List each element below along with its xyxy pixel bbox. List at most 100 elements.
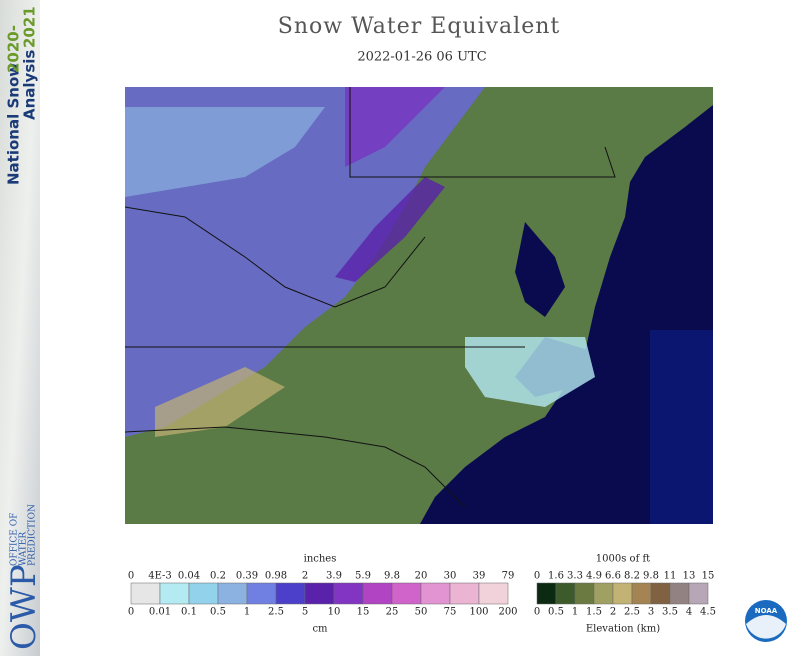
border	[125, 206, 426, 308]
legend-label: 0.5	[548, 607, 564, 618]
legend-label: 100	[469, 607, 488, 618]
sidebar-text: Analysis	[21, 50, 39, 120]
legend-swatch	[333, 582, 364, 605]
legend-swatch	[159, 582, 190, 605]
logo-text: NOAA	[755, 607, 778, 615]
legend-label: 10	[328, 607, 341, 618]
legend-label: 3	[648, 607, 654, 618]
legend-label: 0	[534, 607, 540, 618]
legend-label: 1	[572, 607, 578, 618]
legend-label: 4	[686, 607, 692, 618]
legend-swatch	[188, 582, 219, 605]
logo-text: OWP	[4, 564, 44, 650]
legend-unit: Elevation (km)	[586, 624, 660, 635]
legend-swatch	[612, 582, 633, 605]
legend-swatch	[391, 582, 422, 605]
legend-label: 0.01	[149, 607, 171, 618]
legend-swatch	[555, 582, 576, 605]
legend-label: 15	[357, 607, 370, 618]
snow-heavy	[335, 177, 445, 282]
legend-label: 0.04	[178, 571, 200, 582]
legend-label: 5.9	[355, 571, 371, 582]
legend-label: 3.5	[662, 607, 678, 618]
legend-label: 0.5	[210, 607, 226, 618]
title: Snow Water Equivalent	[278, 14, 560, 39]
legend-swatch	[574, 582, 595, 605]
legend-label: 2	[302, 571, 308, 582]
legend-label: 0.1	[181, 607, 197, 618]
legend-label: 4.9	[586, 571, 602, 582]
legend-label: 3.3	[567, 571, 583, 582]
sidebar-text: 2020-	[5, 25, 23, 73]
legend-label: 0.39	[236, 571, 258, 582]
legend-swatch	[304, 582, 335, 605]
legend-label: 39	[473, 571, 486, 582]
legend-label: 0.98	[265, 571, 287, 582]
legend-label: 200	[498, 607, 517, 618]
legend-swatch	[478, 582, 509, 605]
legend-label: 9.8	[384, 571, 400, 582]
sidebar-title: National Snow 2020- Analysis 2021	[5, 6, 39, 185]
borders	[125, 87, 616, 508]
legend-swatch	[688, 582, 709, 605]
snow	[125, 107, 325, 197]
org-text: PREDICTION	[28, 504, 38, 566]
legend-label: 4.5	[700, 607, 716, 618]
owp-logo: OWP OFFICE OF WATER PREDICTION	[4, 504, 44, 650]
legend-label: 0.2	[210, 571, 226, 582]
border	[349, 87, 616, 178]
legend-label: 3.9	[326, 571, 342, 582]
snow-legend: inches cm 0 4E-3 0.04 0.2 0.39 0.98 2 3.9 5.9 9.8…	[128, 554, 518, 635]
legend-label: 79	[502, 571, 515, 582]
map	[125, 87, 713, 524]
legend-swatch	[217, 582, 248, 605]
legend-swatch	[246, 582, 277, 605]
legend-label: 2	[610, 607, 616, 618]
legend-label: 1.6	[548, 571, 564, 582]
legend-label: 9.8	[643, 571, 659, 582]
legend-swatch	[631, 582, 652, 605]
legend-swatch	[130, 582, 161, 605]
legend-label: 0	[128, 607, 134, 618]
legend-label: 1.5	[586, 607, 602, 618]
legend-label: 0	[128, 571, 134, 582]
legend-label: 30	[444, 571, 457, 582]
terrain	[155, 367, 285, 437]
border	[125, 426, 466, 508]
sidebar-text: National Snow	[5, 63, 23, 185]
org-text: OFFICE OF	[10, 513, 20, 566]
legend-label: 11	[664, 571, 677, 582]
org-text: WATER	[19, 532, 29, 566]
legend-label: 20	[415, 571, 428, 582]
legend-swatch	[420, 582, 451, 605]
legend-swatch	[536, 582, 557, 605]
legend-swatch	[449, 582, 480, 605]
legend-swatch	[650, 582, 671, 605]
map-view	[125, 87, 713, 524]
legend-label: 6.6	[605, 571, 621, 582]
legend-label: 25	[386, 607, 399, 618]
legend-label: 13	[683, 571, 696, 582]
sidebar	[0, 0, 40, 656]
legend-unit: cm	[312, 624, 328, 635]
legend-label: 8.2	[624, 571, 640, 582]
noaa-logo: NOAA	[745, 600, 787, 642]
legend-label: 15	[702, 571, 715, 582]
legend-label: 4E-3	[148, 571, 172, 582]
legend-label: 1	[244, 607, 250, 618]
legend-label: 2.5	[624, 607, 640, 618]
snow-heavy	[345, 87, 445, 167]
legend-swatch	[669, 582, 690, 605]
legend-unit: inches	[304, 554, 337, 565]
elevation-legend: 1000s of ft Elevation (km) 0 1.6 3.3 4.9 6.6…	[534, 554, 716, 635]
legend-swatch	[593, 582, 614, 605]
legend-label: 0	[534, 571, 540, 582]
legend-swatch	[275, 582, 306, 605]
legend-unit: 1000s of ft	[596, 554, 650, 565]
legend-label: 50	[415, 607, 428, 618]
snow-light	[465, 337, 595, 407]
subtitle: 2022-01-26 06 UTC	[357, 50, 486, 65]
offshore	[650, 330, 713, 524]
